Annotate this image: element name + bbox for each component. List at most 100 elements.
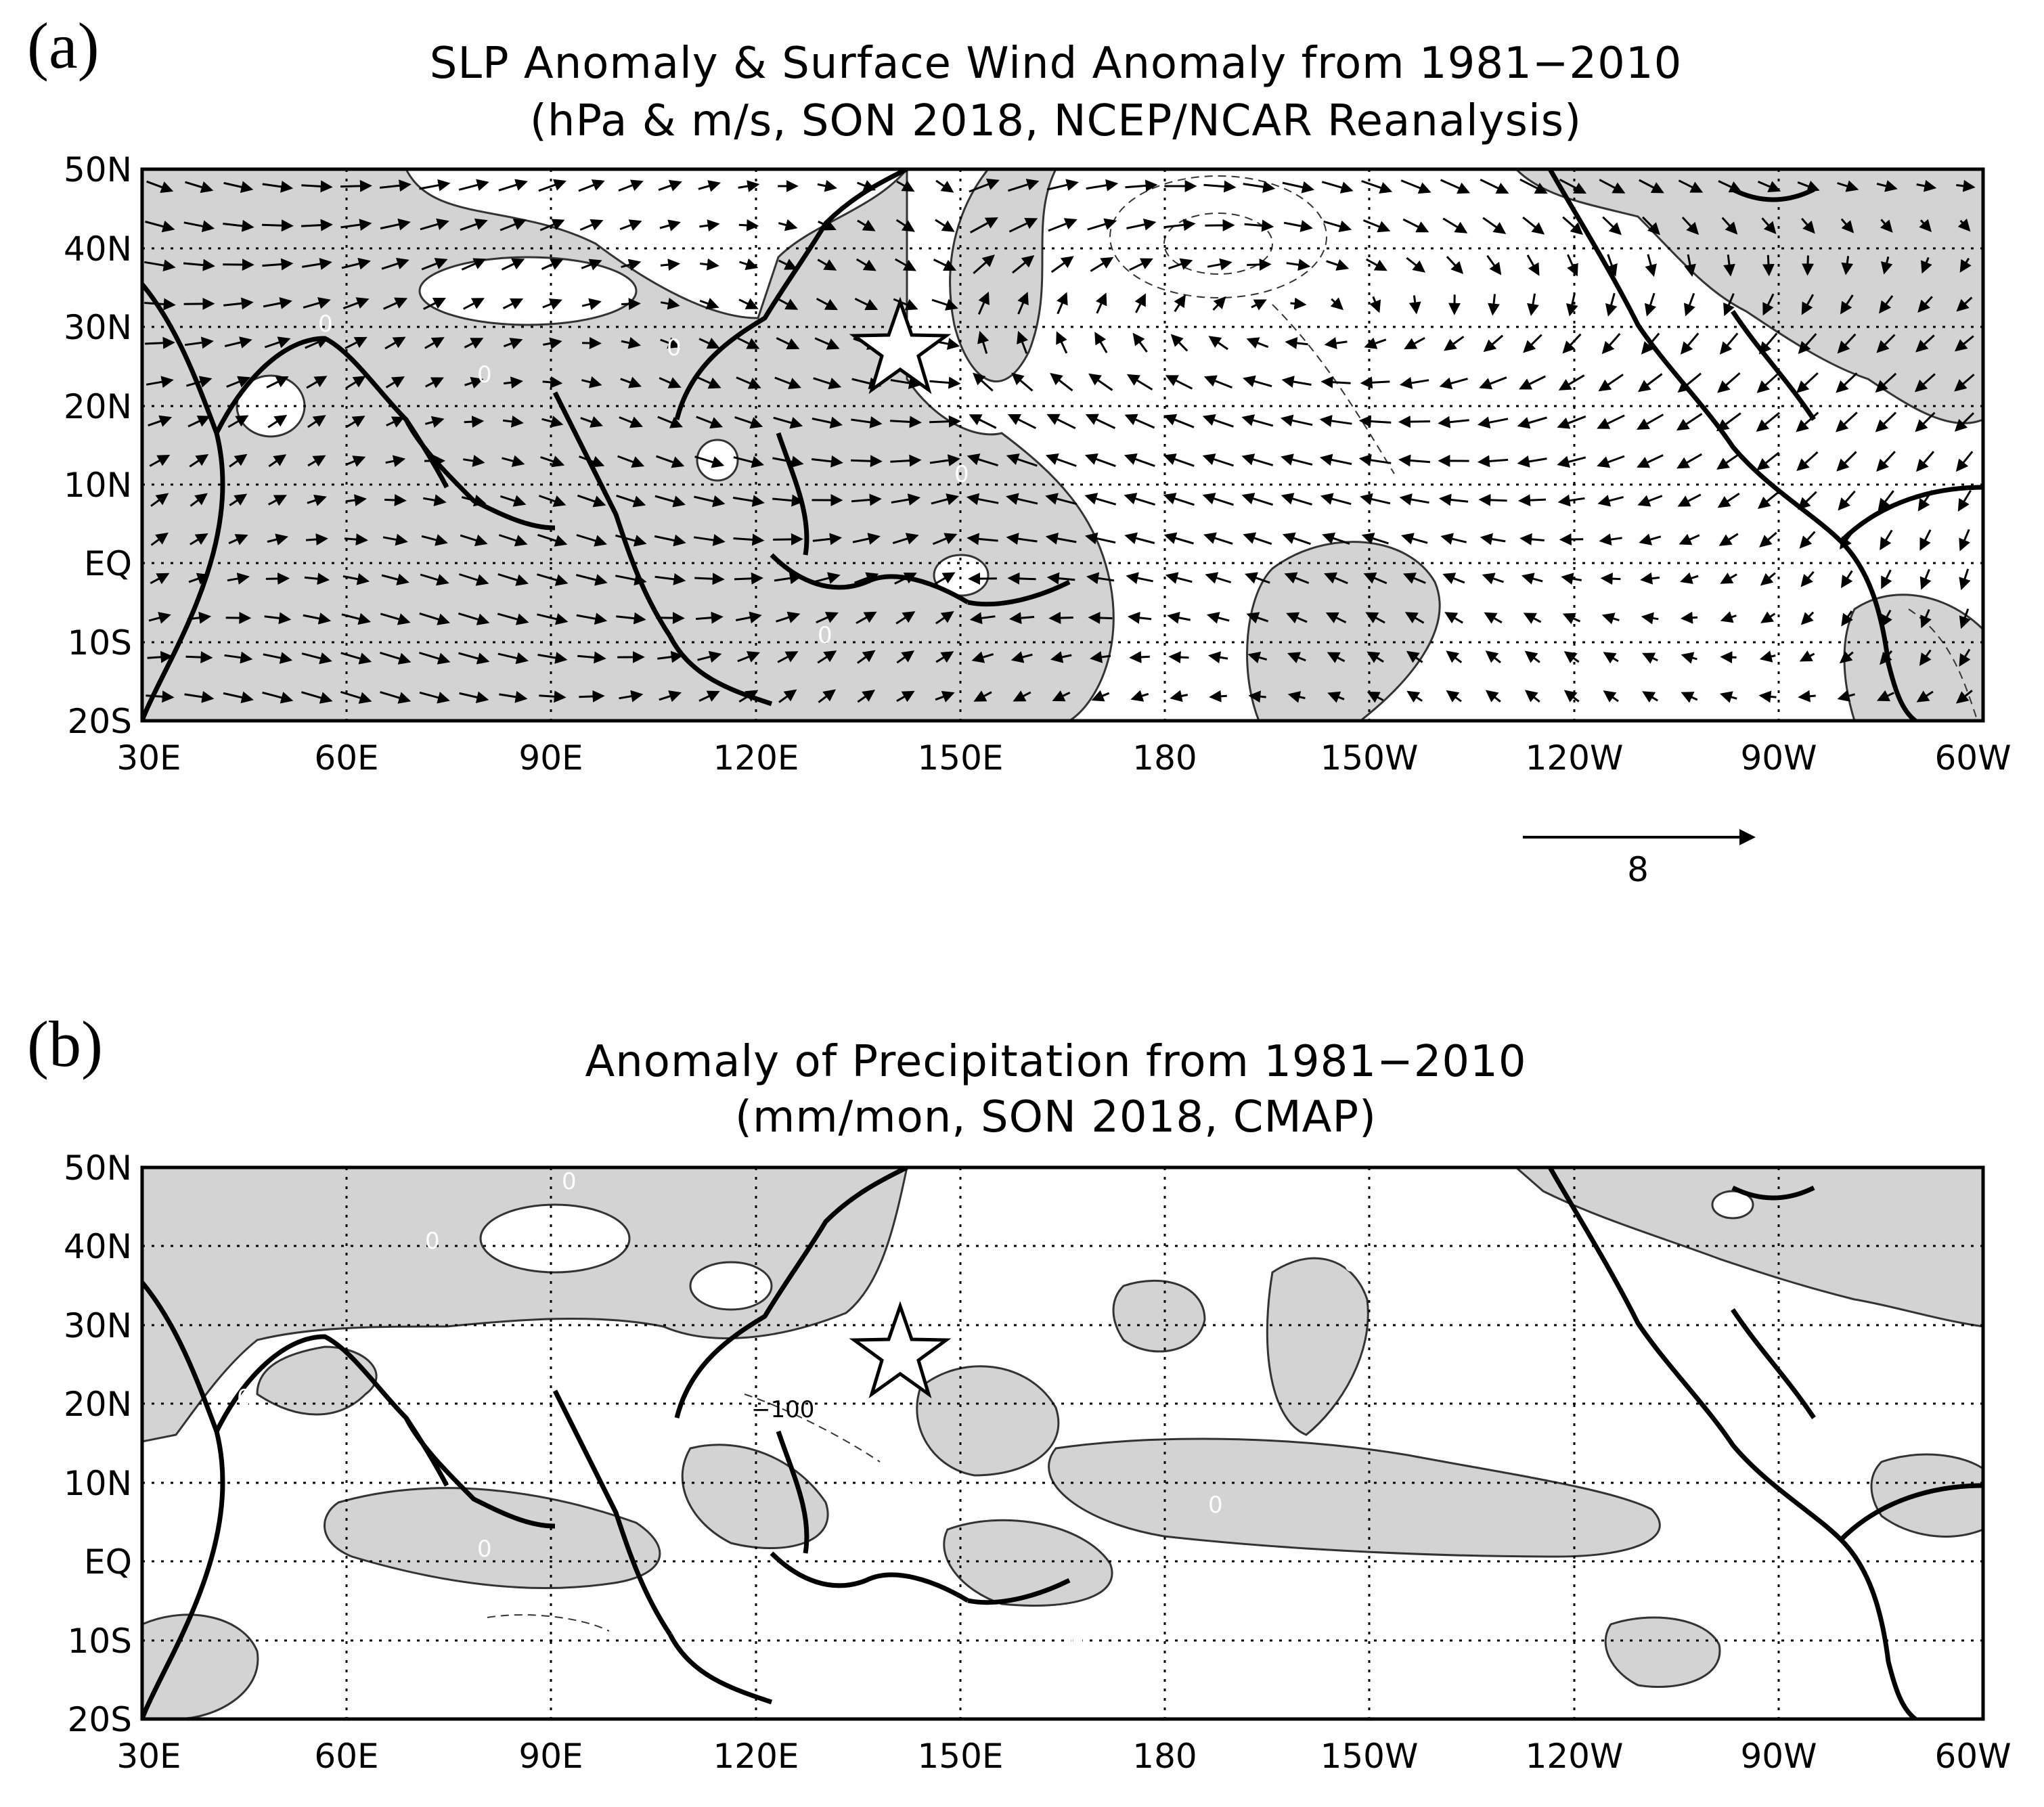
wind-vector xyxy=(817,259,837,271)
wind-vector xyxy=(1401,533,1428,545)
wind-vector xyxy=(345,494,367,507)
wind-vector xyxy=(1321,181,1354,194)
wind-vector xyxy=(463,298,485,310)
wind-vector xyxy=(1641,612,1659,625)
wind-vector xyxy=(539,690,566,703)
wind-vector xyxy=(1052,690,1071,702)
contour-label: 0 xyxy=(477,361,492,388)
wind-vector xyxy=(346,455,366,467)
wind-vector xyxy=(1056,331,1068,354)
wind-vector xyxy=(1012,255,1035,274)
wind-vector xyxy=(1762,254,1775,277)
wind-vector xyxy=(461,258,487,271)
wind-vector xyxy=(1243,375,1272,388)
wind-vector xyxy=(576,612,608,625)
wind-vector xyxy=(1406,256,1426,273)
wind-vector xyxy=(852,533,881,545)
wind-vector xyxy=(1875,411,1897,432)
wind-vector xyxy=(812,533,843,545)
wind-vector xyxy=(146,376,174,388)
wind-vector xyxy=(1959,568,1971,591)
wind-vector xyxy=(1677,372,1702,393)
wind-vector xyxy=(694,495,726,508)
wind-vector xyxy=(1956,179,1976,192)
wind-vector xyxy=(1836,372,1858,393)
wind-vector xyxy=(695,611,724,624)
wind-vector xyxy=(499,690,528,703)
wind-vector xyxy=(1718,533,1739,546)
wind-vector xyxy=(458,179,489,192)
wind-vector xyxy=(1523,334,1542,353)
wind-vector xyxy=(1361,533,1389,545)
wind-vector xyxy=(1837,690,1855,702)
wind-vector xyxy=(146,180,174,194)
wind-vector xyxy=(1050,373,1073,392)
wind-vector xyxy=(1796,411,1819,432)
wind-vector xyxy=(935,651,954,663)
y-tick-label: 10S xyxy=(68,623,132,663)
wind-vector xyxy=(575,574,608,586)
panel-b-grid xyxy=(142,1167,1983,1719)
wind-vector xyxy=(738,690,759,703)
wind-vector xyxy=(1759,650,1776,663)
y-tick-label: 50N xyxy=(64,1148,132,1188)
wind-vector xyxy=(301,691,333,704)
wind-vector xyxy=(1325,612,1347,624)
wind-vector xyxy=(381,257,409,270)
wind-vector xyxy=(818,689,836,703)
wind-vector xyxy=(1045,453,1077,467)
wind-vector xyxy=(384,494,407,506)
wind-vector xyxy=(268,454,287,468)
wind-vector xyxy=(1284,572,1310,584)
wind-vector xyxy=(1440,179,1471,194)
wind-vector xyxy=(1880,529,1893,551)
x-tick-label: 90W xyxy=(1740,1737,1817,1776)
wind-vector xyxy=(145,336,175,349)
wind-vector xyxy=(1319,453,1352,466)
panel-a-letter: (a) xyxy=(27,9,99,82)
wind-vector xyxy=(1880,219,1893,233)
wind-vector xyxy=(1008,217,1038,233)
wind-vector xyxy=(1320,376,1351,388)
wind-vector xyxy=(1598,374,1624,392)
wind-vector xyxy=(1716,412,1741,432)
wind-vector xyxy=(224,651,253,664)
wind-vector xyxy=(1247,651,1268,664)
y-tick-label: 20N xyxy=(64,387,132,426)
wind-vector xyxy=(1165,572,1193,584)
wind-vector xyxy=(1326,259,1350,271)
wind-vector xyxy=(1282,532,1311,545)
wind-vector xyxy=(1760,611,1776,623)
wind-vector xyxy=(1563,651,1580,663)
wind-vector xyxy=(1124,532,1155,545)
wind-vector xyxy=(1050,256,1074,273)
wind-vector xyxy=(1283,220,1313,232)
wind-vector xyxy=(1330,297,1344,311)
wind-vector xyxy=(967,533,998,545)
wind-vector xyxy=(816,612,839,624)
wind-vector xyxy=(935,690,955,702)
wind-vector xyxy=(1251,299,1267,311)
wind-vector xyxy=(1209,690,1227,702)
wind-vector xyxy=(935,179,954,193)
wind-vector xyxy=(1477,455,1509,468)
wind-vector xyxy=(1954,374,1975,392)
x-tick-label: 90E xyxy=(518,738,583,778)
wind-vector xyxy=(1517,455,1547,468)
wind-vector xyxy=(421,534,448,546)
wind-vector xyxy=(892,533,919,545)
wind-vector xyxy=(342,573,370,585)
wind-vector xyxy=(1757,181,1781,193)
wind-vector xyxy=(1008,612,1035,625)
wind-vector xyxy=(1519,178,1548,194)
wind-vector xyxy=(1246,337,1269,349)
panel-a-map: 0 0 0 0 0 0 0 xyxy=(142,169,1983,721)
wind-vector xyxy=(621,336,642,349)
wind-vector xyxy=(738,298,759,309)
wind-vector xyxy=(1637,454,1664,468)
wind-vector xyxy=(896,180,915,192)
wind-vector xyxy=(1916,690,1934,702)
wind-vector xyxy=(654,495,686,508)
wind-vector xyxy=(1878,490,1894,512)
wind-vector xyxy=(385,455,406,468)
